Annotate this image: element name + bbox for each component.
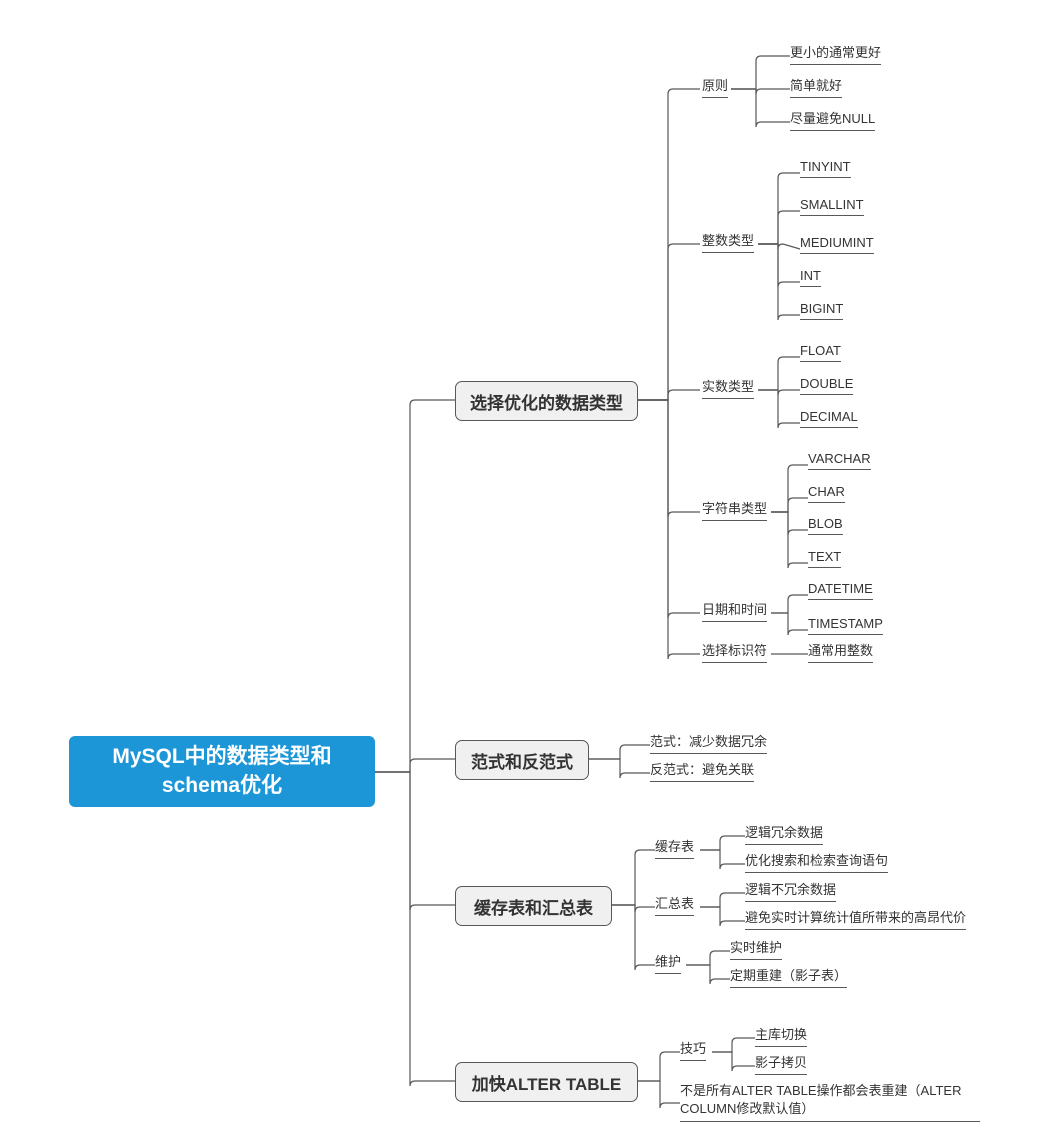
connector-lines — [0, 0, 1049, 1143]
leaf-varchar: VARCHAR — [808, 451, 871, 470]
sub-cache-table[interactable]: 缓存表 — [655, 836, 694, 859]
leaf-avoid-realtime-cost: 避免实时计算统计值所带来的高昂代价 — [745, 907, 966, 930]
branch-normalization[interactable]: 范式和反范式 — [455, 740, 589, 780]
leaf-periodic-rebuild: 定期重建（影子表） — [730, 965, 847, 988]
sub-tricks[interactable]: 技巧 — [680, 1038, 706, 1061]
leaf-not-all-rebuild: 不是所有ALTER TABLE操作都会表重建（ALTER COLUMN修改默认值… — [680, 1082, 980, 1122]
leaf-smallint: SMALLINT — [800, 197, 864, 216]
root-node[interactable]: MySQL中的数据类型和 schema优化 — [69, 736, 375, 807]
branch-alter-table[interactable]: 加快ALTER TABLE — [455, 1062, 638, 1102]
leaf-timestamp: TIMESTAMP — [808, 616, 883, 635]
leaf-avoid-null: 尽量避免NULL — [790, 108, 875, 131]
leaf-shadow-copy: 影子拷贝 — [755, 1052, 807, 1075]
leaf-blob: BLOB — [808, 516, 843, 535]
sub-maintenance[interactable]: 维护 — [655, 951, 681, 974]
leaf-simple: 简单就好 — [790, 75, 842, 98]
sub-datetime[interactable]: 日期和时间 — [702, 599, 767, 622]
leaf-use-int: 通常用整数 — [808, 640, 873, 663]
leaf-float: FLOAT — [800, 343, 841, 362]
leaf-nf: 范式：减少数据冗余 — [650, 731, 767, 754]
leaf-master-switch: 主库切换 — [755, 1024, 807, 1047]
sub-principles[interactable]: 原则 — [702, 75, 728, 98]
leaf-logical-redundant: 逻辑冗余数据 — [745, 822, 823, 845]
leaf-datetime: DATETIME — [808, 581, 873, 600]
leaf-optimize-search: 优化搜索和检索查询语句 — [745, 850, 888, 873]
leaf-decimal: DECIMAL — [800, 409, 858, 428]
leaf-logical-nonredundant: 逻辑不冗余数据 — [745, 879, 836, 902]
leaf-realtime-maint: 实时维护 — [730, 937, 782, 960]
leaf-mediumint: MEDIUMINT — [800, 235, 874, 254]
leaf-text: TEXT — [808, 549, 841, 568]
leaf-int: INT — [800, 268, 821, 287]
leaf-char: CHAR — [808, 484, 845, 503]
leaf-bigint: BIGINT — [800, 301, 843, 320]
leaf-double: DOUBLE — [800, 376, 853, 395]
sub-integer[interactable]: 整数类型 — [702, 230, 754, 253]
sub-string[interactable]: 字符串类型 — [702, 498, 767, 521]
sub-identifier[interactable]: 选择标识符 — [702, 640, 767, 663]
leaf-denorm: 反范式：避免关联 — [650, 759, 754, 782]
leaf-tinyint: TINYINT — [800, 159, 851, 178]
branch-cache-summary[interactable]: 缓存表和汇总表 — [455, 886, 612, 926]
sub-real[interactable]: 实数类型 — [702, 376, 754, 399]
leaf-smaller-better: 更小的通常更好 — [790, 42, 881, 65]
branch-data-types[interactable]: 选择优化的数据类型 — [455, 381, 638, 421]
mindmap-canvas: MySQL中的数据类型和 schema优化 选择优化的数据类型 原则 更小的通常… — [0, 0, 1049, 1143]
sub-summary-table[interactable]: 汇总表 — [655, 893, 694, 916]
